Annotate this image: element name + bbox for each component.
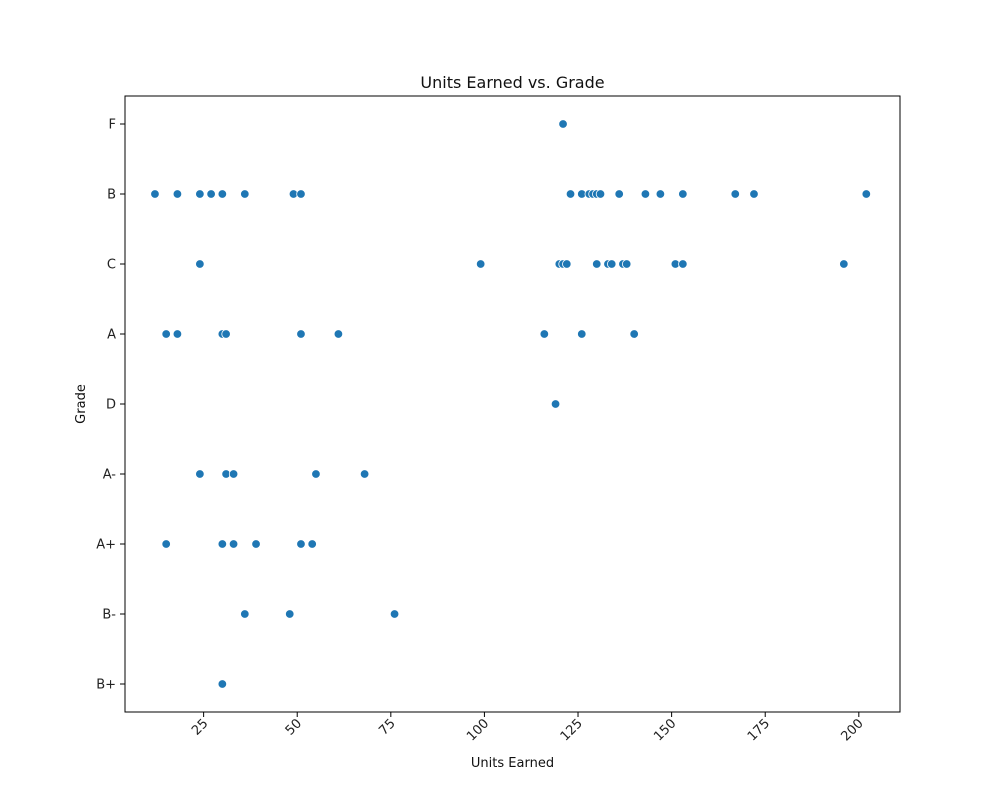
y-tick-label: C xyxy=(107,258,116,273)
y-tick-label: B+ xyxy=(96,678,116,693)
x-tick-label: 100 xyxy=(464,716,492,744)
data-point xyxy=(206,189,216,199)
x-tick-label: 75 xyxy=(376,716,398,738)
x-tick-label: 200 xyxy=(838,716,866,744)
data-point xyxy=(251,539,261,549)
x-tick-label: 125 xyxy=(558,716,586,744)
data-point xyxy=(562,259,572,269)
plot-area-frame xyxy=(124,95,901,713)
data-point xyxy=(389,609,400,619)
data-point xyxy=(296,329,306,339)
data-point xyxy=(217,189,228,199)
data-point xyxy=(195,469,205,479)
y-axis-title: Grade xyxy=(74,384,89,424)
data-point xyxy=(629,329,639,339)
data-point xyxy=(607,259,617,269)
data-point xyxy=(161,329,171,339)
data-point xyxy=(565,189,576,199)
data-point xyxy=(333,329,344,339)
data-point xyxy=(655,189,666,199)
data-point xyxy=(228,469,239,479)
data-point xyxy=(240,609,250,619)
data-point xyxy=(550,399,561,409)
y-tick-label: B- xyxy=(102,608,116,623)
y-tick-label: A xyxy=(107,328,116,343)
data-point xyxy=(307,539,317,549)
data-point xyxy=(296,189,306,199)
data-point xyxy=(678,259,688,269)
y-tick-label: F xyxy=(109,118,116,133)
data-point xyxy=(221,329,231,339)
data-point xyxy=(311,469,321,479)
data-point xyxy=(749,189,759,199)
data-point xyxy=(861,189,872,199)
data-points xyxy=(150,119,872,689)
x-tick-label: 150 xyxy=(651,716,679,744)
chart-title: Units Earned vs. Grade xyxy=(420,73,604,92)
data-point xyxy=(217,539,228,549)
data-point xyxy=(172,189,183,199)
data-point xyxy=(161,539,171,549)
x-tick-label: 25 xyxy=(189,716,211,738)
data-point xyxy=(240,189,250,199)
data-point xyxy=(558,119,568,129)
y-tick-label: D xyxy=(106,398,116,413)
data-point xyxy=(839,259,849,269)
data-point xyxy=(730,189,740,199)
data-point xyxy=(614,189,624,199)
x-tick-label: 50 xyxy=(283,716,305,738)
x-axis-title: Units Earned xyxy=(471,756,554,771)
data-point xyxy=(621,259,632,269)
data-point xyxy=(640,189,651,199)
data-point xyxy=(475,259,486,269)
data-point xyxy=(172,329,183,339)
data-point xyxy=(296,539,306,549)
data-point xyxy=(217,679,228,689)
data-point xyxy=(195,259,205,269)
y-tick-label: A- xyxy=(103,468,117,483)
data-point xyxy=(678,189,688,199)
data-point xyxy=(195,189,205,199)
data-point xyxy=(577,329,587,339)
data-point xyxy=(595,189,606,199)
y-tick-label: A+ xyxy=(96,538,116,553)
data-point xyxy=(228,539,239,549)
data-point xyxy=(150,189,160,199)
data-point xyxy=(285,609,295,619)
x-axis: 25 50 75 100 125 150 175 200 xyxy=(189,712,867,744)
data-point xyxy=(359,469,370,479)
data-point xyxy=(539,329,550,339)
x-tick-label: 175 xyxy=(745,716,773,744)
y-axis: F B C A D A- A+ B- B+ xyxy=(96,118,125,693)
data-point xyxy=(592,259,602,269)
y-tick-label: B xyxy=(107,188,116,203)
